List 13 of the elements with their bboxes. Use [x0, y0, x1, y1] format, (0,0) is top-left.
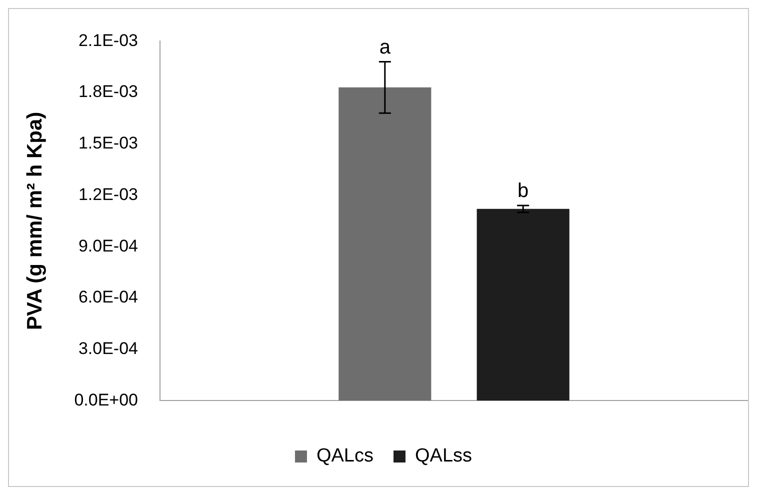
y-tick-label: 3.0E-04 [78, 338, 138, 358]
y-tick-label: 1.8E-03 [78, 82, 138, 102]
y-tick-label: 0.0E+00 [74, 390, 138, 410]
annotation: b [518, 180, 529, 202]
y-tick-label: 1.2E-03 [78, 184, 138, 204]
y-tick-label: 1.5E-03 [78, 134, 138, 153]
legend-label: QALss [415, 446, 472, 467]
y-tick-label: 9.0E-04 [78, 236, 138, 256]
legend-label: QALcs [316, 446, 374, 467]
y-tick-label: 2.1E-03 [78, 30, 138, 50]
y-tick-label: 6.0E-04 [78, 288, 138, 307]
annotation: a [379, 36, 392, 58]
y-axis-title: PVA (g mm/ m² h Kpa) [23, 112, 46, 330]
